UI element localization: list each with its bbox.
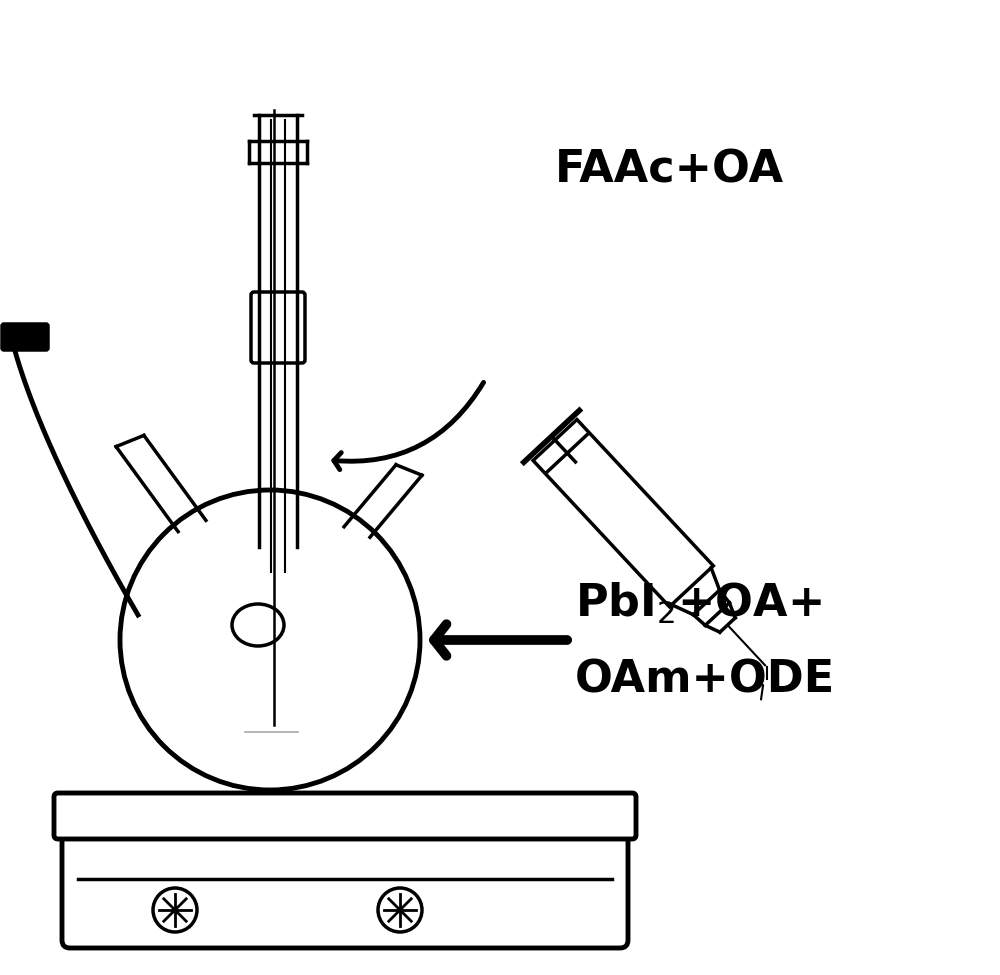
Ellipse shape	[232, 604, 284, 646]
Text: OAm+ODE: OAm+ODE	[575, 658, 835, 701]
Circle shape	[153, 888, 197, 932]
Circle shape	[378, 888, 422, 932]
Polygon shape	[533, 419, 713, 606]
Circle shape	[120, 490, 420, 790]
FancyBboxPatch shape	[2, 324, 48, 350]
FancyArrowPatch shape	[334, 382, 484, 470]
FancyBboxPatch shape	[54, 793, 636, 839]
Text: PbI$_2$+OA+: PbI$_2$+OA+	[575, 580, 822, 626]
Text: FAAc+OA: FAAc+OA	[555, 148, 784, 191]
FancyBboxPatch shape	[251, 292, 305, 363]
FancyArrowPatch shape	[434, 624, 567, 656]
FancyBboxPatch shape	[62, 827, 628, 948]
